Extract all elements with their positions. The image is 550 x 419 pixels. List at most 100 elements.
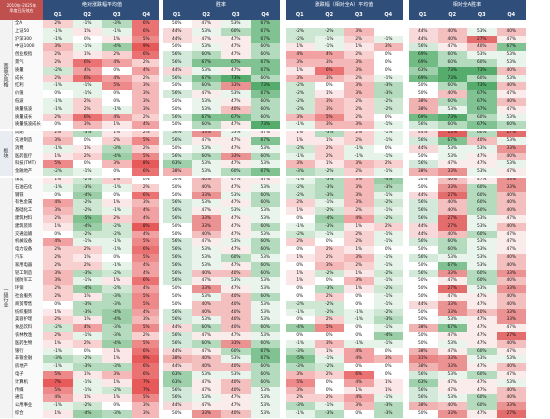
table-cell: -3% — [314, 183, 344, 192]
table-cell: 0% — [285, 246, 315, 254]
table-cell: -4% — [102, 316, 132, 325]
table-cell: 67% — [467, 105, 497, 114]
table-cell: 0% — [344, 300, 374, 309]
table-cell: 50% — [162, 121, 192, 130]
table-cell: 2% — [102, 137, 132, 145]
table-cell: -1% — [43, 35, 73, 44]
table-cell: 47% — [221, 66, 251, 75]
table-cell: -2% — [373, 215, 403, 223]
table-cell: 5% — [131, 293, 161, 301]
table-cell: 3% — [102, 371, 132, 379]
table-cell: 3% — [314, 98, 344, 106]
table-cell: 2% — [72, 98, 102, 106]
table-cell: 60% — [467, 113, 497, 122]
table-cell: -1% — [102, 105, 132, 114]
table-cell: 3% — [314, 121, 344, 130]
table-cell: 5% — [43, 386, 73, 395]
table-cell: 3% — [344, 199, 374, 208]
table-cell: 3% — [344, 277, 374, 286]
table-cell: 53% — [191, 168, 221, 176]
table-cell: 2% — [102, 215, 132, 223]
table-cell: -1% — [344, 316, 374, 325]
table-cell: 63% — [162, 378, 192, 387]
table-cell: 4% — [102, 74, 132, 83]
table-cell: 1% — [102, 277, 132, 286]
table-cell: 4% — [72, 324, 102, 332]
table-cell: 2% — [285, 199, 315, 208]
table-cell: 47% — [191, 347, 221, 356]
table-cell: 2% — [344, 105, 374, 114]
table-cell: 40% — [191, 355, 221, 364]
table-cell: 73% — [467, 66, 497, 75]
table-cell: 0% — [285, 332, 315, 340]
table-cell: 53% — [250, 277, 280, 286]
table-cell: -1% — [373, 230, 403, 239]
table-cell: 40% — [221, 316, 251, 325]
table-cell: 47% — [221, 222, 251, 231]
table-cell: 67% — [250, 59, 280, 67]
table-cell: 6% — [72, 59, 102, 67]
table-cell — [285, 20, 315, 28]
table-cell: -3% — [285, 347, 315, 356]
table-cell: 56% — [162, 74, 192, 83]
row-label: 汽车 — [13, 254, 43, 262]
table-cell: -3% — [314, 191, 344, 200]
table-cell: 4% — [131, 207, 161, 215]
table-cell: 47% — [496, 347, 526, 356]
table-cell: 1% — [43, 339, 73, 348]
table-cell: 53% — [191, 246, 221, 254]
table-cell: 4% — [344, 355, 374, 364]
table-cell: 6% — [131, 363, 161, 371]
table-cell: 53% — [191, 394, 221, 403]
table-cell: 47% — [496, 371, 526, 379]
table-cell: -3% — [285, 363, 315, 371]
table-cell: 3% — [131, 98, 161, 106]
table-cell: 40% — [221, 386, 251, 395]
table-cell: -1% — [285, 121, 315, 130]
table-cell: 0% — [72, 160, 102, 169]
table-cell: -4% — [102, 43, 132, 52]
table-cell: 6% — [344, 371, 374, 379]
table-cell: 60% — [250, 371, 280, 379]
row-label: 上证50 — [13, 27, 43, 36]
table-cell: 8% — [131, 222, 161, 231]
table-cell: 2% — [43, 113, 73, 122]
table-cell: 56% — [162, 199, 192, 208]
table-cell: 2% — [43, 316, 73, 325]
table-cell: -2% — [373, 105, 403, 114]
table-cell: 60% — [191, 324, 221, 332]
row-label: 计算机 — [13, 378, 43, 387]
table-cell: 47% — [496, 215, 526, 223]
table-cell: 47% — [467, 378, 497, 387]
table-cell: -3% — [102, 332, 132, 340]
table-cell: 7% — [131, 386, 161, 395]
table-cell: 6% — [131, 246, 161, 254]
table-cell: 1% — [72, 27, 102, 36]
table-cell: 3% — [314, 59, 344, 67]
table-cell: 6% — [131, 51, 161, 59]
table-cell: -3% — [314, 129, 344, 137]
table-cell: 67% — [221, 113, 251, 122]
table-cell: 53% — [496, 113, 526, 122]
col-header-b2-q4: Q4 — [250, 10, 280, 20]
table-cell: 3% — [43, 277, 73, 286]
table-cell: 33% — [437, 168, 467, 176]
table-cell: 53% — [221, 277, 251, 286]
col-header-b2-q1: Q1 — [162, 10, 192, 20]
table-cell: 60% — [191, 51, 221, 59]
table-cell: -1% — [43, 105, 73, 114]
table-cell: 3% — [131, 105, 161, 114]
table-cell: -2% — [314, 363, 344, 371]
table-cell: 0% — [285, 293, 315, 301]
table-cell: 53% — [250, 183, 280, 192]
table-cell: 53% — [250, 386, 280, 395]
table-cell: 40% — [437, 35, 467, 44]
table-cell: 0% — [373, 371, 403, 379]
table-cell: 50% — [408, 176, 438, 184]
table-cell: 31% — [408, 355, 438, 364]
table-cell: 1% — [72, 51, 102, 59]
table-cell: 38% — [162, 168, 192, 176]
table-cell: 3% — [43, 269, 73, 278]
table-cell: 63% — [408, 378, 438, 387]
table-cell: 53% — [437, 371, 467, 379]
